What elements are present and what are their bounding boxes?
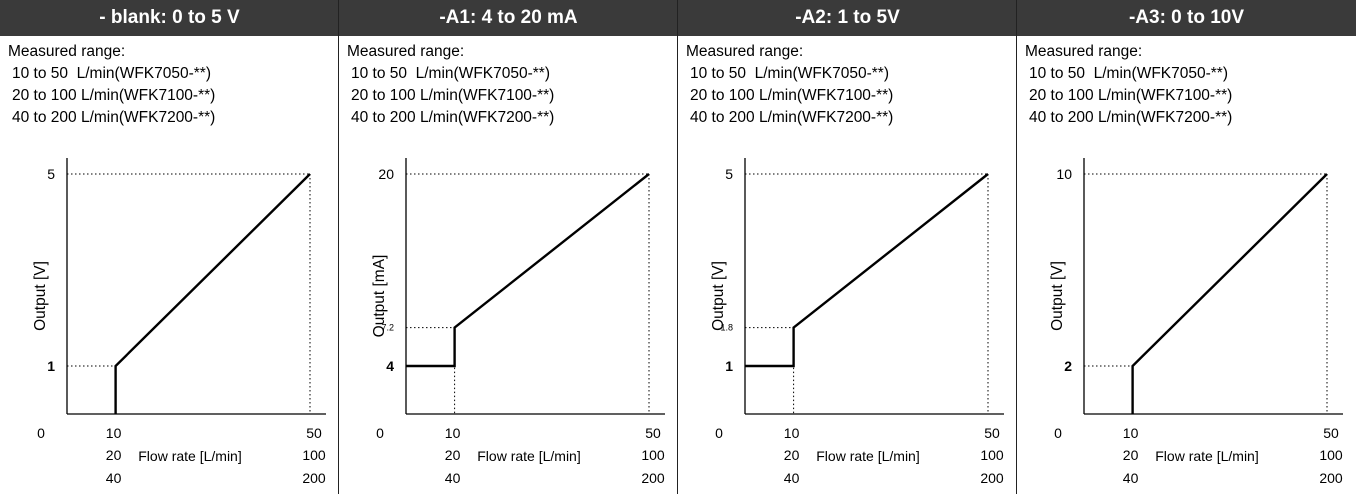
chart-title: - blank: 0 to 5 V xyxy=(0,0,339,36)
x-tick-label-high: 200 xyxy=(302,470,326,486)
chart-title: -A1: 4 to 20 mA xyxy=(339,0,678,36)
x-tick-label-high: 100 xyxy=(641,447,665,463)
line-chart: 5 1 Output [V] 0 10 50 20 100 40 200 Flow rate [L/… xyxy=(32,158,326,486)
x-tick-label-low: 40 xyxy=(445,470,461,486)
y-axis-title: Output [V] xyxy=(710,261,727,331)
x-tick-label-high: 200 xyxy=(1319,470,1343,486)
chart-panel-3: -A2: 1 to 5V Measured range: 10 to 50 L/mi… xyxy=(678,0,1017,494)
y-axis-title: Output [V] xyxy=(1049,261,1066,331)
measured-range-item: 20 to 100 L/min(WFK7100-**) xyxy=(12,87,216,104)
x-tick-label-high: 200 xyxy=(980,470,1004,486)
measured-range-block: Measured range: 10 to 50 L/min(WFK7050-**… xyxy=(8,41,215,129)
x-tick-label-origin: 0 xyxy=(1054,425,1062,441)
chart-panel-1: - blank: 0 to 5 V Measured range: 10 to 50… xyxy=(0,0,339,494)
x-tick-label-high: 100 xyxy=(1319,447,1343,463)
y-tick-label-top: 10 xyxy=(1056,166,1072,182)
line-chart: 10 2 Output [V] 0 10 50 20 100 40 200 Flow rate [L… xyxy=(1049,158,1343,486)
measured-range-title: Measured range: xyxy=(8,43,126,60)
measured-range-item: 10 to 50 L/min(WFK7050-**) xyxy=(690,65,890,82)
y-tick-label-low: 1 xyxy=(47,358,55,374)
y-tick-label-low: 2 xyxy=(1064,358,1072,374)
y-tick-label-step: 7.2 xyxy=(381,323,394,333)
series-line xyxy=(406,173,650,368)
series-line xyxy=(1131,173,1328,414)
y-tick-label-top: 5 xyxy=(725,166,733,182)
measured-range-item: 10 to 50 L/min(WFK7050-**) xyxy=(1029,65,1229,82)
measured-range-item: 20 to 100 L/min(WFK7100-**) xyxy=(1029,87,1233,104)
panel-divider xyxy=(338,0,339,494)
chart-title: -A2: 1 to 5V xyxy=(678,0,1017,36)
measured-range-item: 20 to 100 L/min(WFK7100-**) xyxy=(690,87,894,104)
measured-range-item: 40 to 200 L/min(WFK7200-**) xyxy=(12,109,216,126)
y-tick-label-top: 20 xyxy=(378,166,394,182)
x-tick-label-low: 40 xyxy=(784,470,800,486)
panel-divider xyxy=(677,0,678,494)
measured-range-item: 40 to 200 L/min(WFK7200-**) xyxy=(1029,109,1233,126)
x-tick-label-low: 10 xyxy=(784,425,800,441)
measured-range-item: 10 to 50 L/min(WFK7050-**) xyxy=(351,65,551,82)
chart-panel-2: -A1: 4 to 20 mA Measured range: 10 to 50 L… xyxy=(339,0,678,494)
x-tick-label-high: 200 xyxy=(641,470,665,486)
chart-title: -A3: 0 to 10V xyxy=(1017,0,1356,36)
x-axis-title: Flow rate [L/min] xyxy=(138,448,241,464)
x-tick-label-high: 50 xyxy=(1323,425,1339,441)
x-axis-title: Flow rate [L/min] xyxy=(1155,448,1258,464)
x-tick-label-low: 20 xyxy=(1123,447,1139,463)
x-tick-label-high: 100 xyxy=(980,447,1004,463)
x-tick-label-origin: 0 xyxy=(37,425,45,441)
x-tick-label-low: 10 xyxy=(106,425,122,441)
chart-panel-4: -A3: 0 to 10V Measured range: 10 to 50 L/m… xyxy=(1017,0,1356,494)
measured-range-title: Measured range: xyxy=(1025,43,1143,60)
measured-range-item: 40 to 200 L/min(WFK7200-**) xyxy=(351,109,555,126)
x-tick-label-low: 40 xyxy=(1123,470,1139,486)
measured-range-block: Measured range: 10 to 50 L/min(WFK7050-**… xyxy=(1025,41,1232,129)
x-tick-label-high: 50 xyxy=(984,425,1000,441)
x-axis-title: Flow rate [L/min] xyxy=(816,448,919,464)
x-tick-label-high: 50 xyxy=(645,425,661,441)
y-tick-label-top: 5 xyxy=(47,166,55,182)
x-tick-label-low: 20 xyxy=(106,447,122,463)
y-tick-label-step: 1.8 xyxy=(720,323,733,333)
y-axis-title: Output [V] xyxy=(32,261,49,331)
measured-range-block: Measured range: 10 to 50 L/min(WFK7050-**… xyxy=(686,41,893,129)
y-tick-label-low: 1 xyxy=(725,358,733,374)
x-tick-label-low: 10 xyxy=(1123,425,1139,441)
series-line xyxy=(745,173,989,368)
y-tick-label-low: 4 xyxy=(386,358,394,374)
y-axis-title: Output [mA] xyxy=(371,255,388,338)
series-line xyxy=(114,173,311,414)
measured-range-item: 20 to 100 L/min(WFK7100-**) xyxy=(351,87,555,104)
x-tick-label-low: 40 xyxy=(106,470,122,486)
measured-range-title: Measured range: xyxy=(347,43,465,60)
x-tick-label-origin: 0 xyxy=(715,425,723,441)
x-tick-label-high: 50 xyxy=(306,425,322,441)
x-tick-label-origin: 0 xyxy=(376,425,384,441)
measured-range-title: Measured range: xyxy=(686,43,804,60)
x-tick-label-low: 10 xyxy=(445,425,461,441)
measured-range-block: Measured range: 10 to 50 L/min(WFK7050-**… xyxy=(347,41,554,129)
x-tick-label-high: 100 xyxy=(302,447,326,463)
x-tick-label-low: 20 xyxy=(784,447,800,463)
x-tick-label-low: 20 xyxy=(445,447,461,463)
x-axis-title: Flow rate [L/min] xyxy=(477,448,580,464)
panel-divider xyxy=(1016,0,1017,494)
measured-range-item: 40 to 200 L/min(WFK7200-**) xyxy=(690,109,894,126)
measured-range-item: 10 to 50 L/min(WFK7050-**) xyxy=(12,65,212,82)
